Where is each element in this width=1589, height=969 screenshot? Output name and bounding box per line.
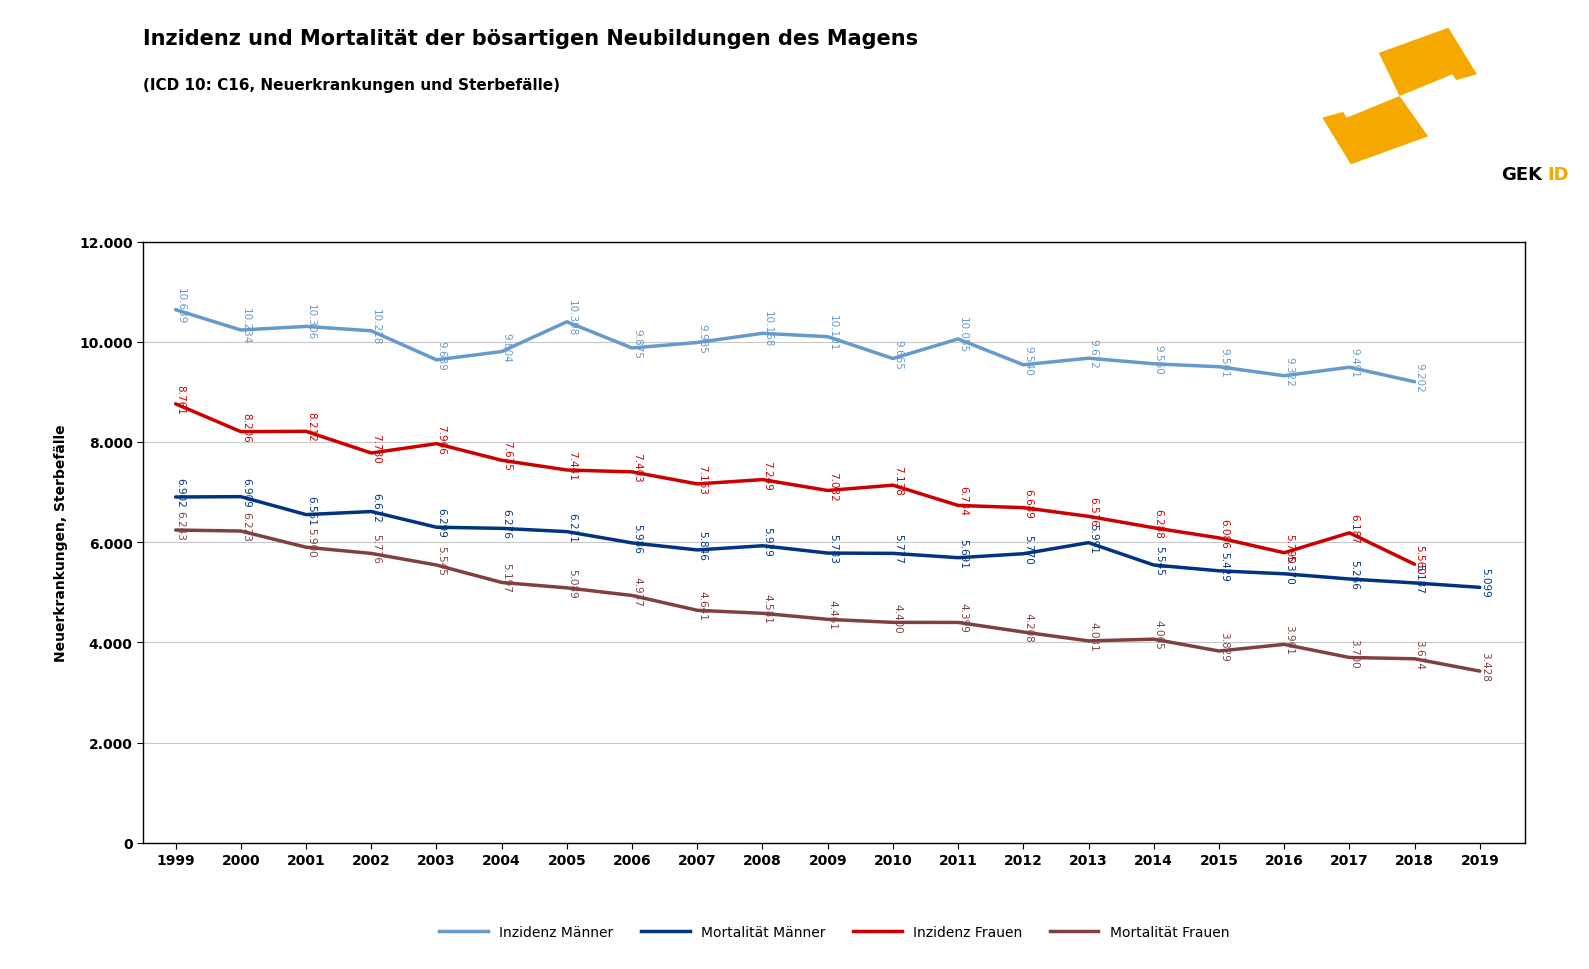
Y-axis label: Neuerkrankungen, Sterbefälle: Neuerkrankungen, Sterbefälle <box>54 424 68 661</box>
Text: 5.089: 5.089 <box>567 569 577 598</box>
Text: 5.991: 5.991 <box>1088 523 1098 553</box>
Text: 10.639: 10.639 <box>176 287 186 324</box>
Text: 5.790: 5.790 <box>1284 533 1293 563</box>
Text: 5.783: 5.783 <box>828 534 837 563</box>
Text: 4.461: 4.461 <box>828 600 837 630</box>
Text: 6.187: 6.187 <box>1349 514 1359 544</box>
Text: 4.031: 4.031 <box>1088 621 1098 651</box>
Text: 7.635: 7.635 <box>502 441 512 471</box>
Text: 6.689: 6.689 <box>1023 488 1033 518</box>
Text: 9.202: 9.202 <box>1414 362 1425 392</box>
Text: 5.545: 5.545 <box>1154 546 1163 576</box>
Text: 9.540: 9.540 <box>1023 346 1033 375</box>
Text: 4.399: 4.399 <box>958 603 968 633</box>
Text: 7.249: 7.249 <box>763 460 772 490</box>
Text: 5.187: 5.187 <box>1414 563 1425 593</box>
Legend: Inzidenz Männer, Mortalität Männer, Inzidenz Frauen, Mortalität Frauen: Inzidenz Männer, Mortalität Männer, Inzi… <box>434 920 1235 944</box>
Text: GEK: GEK <box>1502 166 1543 184</box>
Text: 8.761: 8.761 <box>176 385 186 415</box>
Text: 6.086: 6.086 <box>1219 518 1228 548</box>
Text: 3.961: 3.961 <box>1284 625 1293 655</box>
Text: 10.234: 10.234 <box>242 307 251 344</box>
Text: 10.101: 10.101 <box>828 314 837 351</box>
Text: 5.197: 5.197 <box>502 563 512 593</box>
Text: 5.846: 5.846 <box>698 530 707 560</box>
Text: 8.206: 8.206 <box>242 413 251 442</box>
Text: 7.138: 7.138 <box>893 466 903 495</box>
Text: 5.900: 5.900 <box>307 528 316 557</box>
Text: 10.398: 10.398 <box>567 299 577 335</box>
Text: 9.491: 9.491 <box>1349 348 1359 378</box>
Text: 9.665: 9.665 <box>893 339 903 369</box>
Text: 9.804: 9.804 <box>502 332 512 362</box>
Text: (ICD 10: C16, Neuerkrankungen und Sterbefälle): (ICD 10: C16, Neuerkrankungen und Sterbe… <box>143 78 559 92</box>
Text: 3.428: 3.428 <box>1479 651 1490 681</box>
Text: 7.032: 7.032 <box>828 471 837 501</box>
Text: 5.370: 5.370 <box>1284 554 1293 584</box>
Text: 3.674: 3.674 <box>1414 640 1425 669</box>
Text: 5.560: 5.560 <box>1414 545 1425 575</box>
Text: 4.065: 4.065 <box>1154 619 1163 649</box>
Text: 7.966: 7.966 <box>437 424 447 454</box>
Text: 3.829: 3.829 <box>1219 632 1228 661</box>
Text: 9.322: 9.322 <box>1284 357 1293 387</box>
Text: 9.560: 9.560 <box>1154 345 1163 374</box>
Polygon shape <box>1371 29 1476 97</box>
Text: 5.929: 5.929 <box>763 526 772 556</box>
Text: 5.770: 5.770 <box>1023 534 1033 564</box>
Text: 8.212: 8.212 <box>307 412 316 442</box>
Polygon shape <box>1400 76 1489 156</box>
Text: 9.672: 9.672 <box>1088 339 1098 369</box>
Text: 5.691: 5.691 <box>958 538 968 568</box>
Text: 5.545: 5.545 <box>437 546 447 576</box>
Text: 9.639: 9.639 <box>437 340 447 370</box>
Text: 5.777: 5.777 <box>893 534 903 564</box>
Text: 5.986: 5.986 <box>632 523 642 553</box>
Text: ID: ID <box>1548 166 1568 184</box>
Text: 4.641: 4.641 <box>698 591 707 620</box>
Text: 10.055: 10.055 <box>958 317 968 353</box>
Text: 6.243: 6.243 <box>176 511 186 541</box>
Text: 6.223: 6.223 <box>242 512 251 542</box>
Text: 6.909: 6.909 <box>242 478 251 507</box>
Polygon shape <box>1309 38 1400 118</box>
Text: 7.403: 7.403 <box>632 453 642 483</box>
Text: 6.288: 6.288 <box>1154 509 1163 538</box>
Text: 5.099: 5.099 <box>1479 568 1490 598</box>
Text: 10.218: 10.218 <box>372 308 381 345</box>
Text: 10.168: 10.168 <box>763 311 772 347</box>
Text: 7.441: 7.441 <box>567 451 577 481</box>
Text: 6.276: 6.276 <box>502 509 512 539</box>
Polygon shape <box>1322 97 1429 165</box>
Text: 5.776: 5.776 <box>372 534 381 564</box>
Text: 10.306: 10.306 <box>307 304 316 340</box>
Text: 6.551: 6.551 <box>307 495 316 525</box>
Text: 4.937: 4.937 <box>632 576 642 606</box>
Text: 9.985: 9.985 <box>698 324 707 353</box>
Text: 6.211: 6.211 <box>567 513 577 542</box>
Text: 4.400: 4.400 <box>893 603 903 633</box>
Text: 7.163: 7.163 <box>698 464 707 494</box>
Text: 6.612: 6.612 <box>372 492 381 522</box>
Text: 4.581: 4.581 <box>763 594 772 624</box>
Text: 6.299: 6.299 <box>437 508 447 538</box>
Text: 6.516: 6.516 <box>1088 497 1098 527</box>
Text: 5.266: 5.266 <box>1349 559 1359 589</box>
Text: 3.700: 3.700 <box>1349 638 1359 668</box>
Text: 6.734: 6.734 <box>958 486 968 516</box>
Text: 6.902: 6.902 <box>176 478 186 508</box>
Text: 4.208: 4.208 <box>1023 612 1033 642</box>
Text: 5.429: 5.429 <box>1219 551 1228 581</box>
Text: 7.780: 7.780 <box>372 434 381 463</box>
Text: Inzidenz und Mortalität der bösartigen Neubildungen des Magens: Inzidenz und Mortalität der bösartigen N… <box>143 29 918 49</box>
Text: 9.501: 9.501 <box>1219 348 1228 377</box>
Text: 9.875: 9.875 <box>632 328 642 359</box>
